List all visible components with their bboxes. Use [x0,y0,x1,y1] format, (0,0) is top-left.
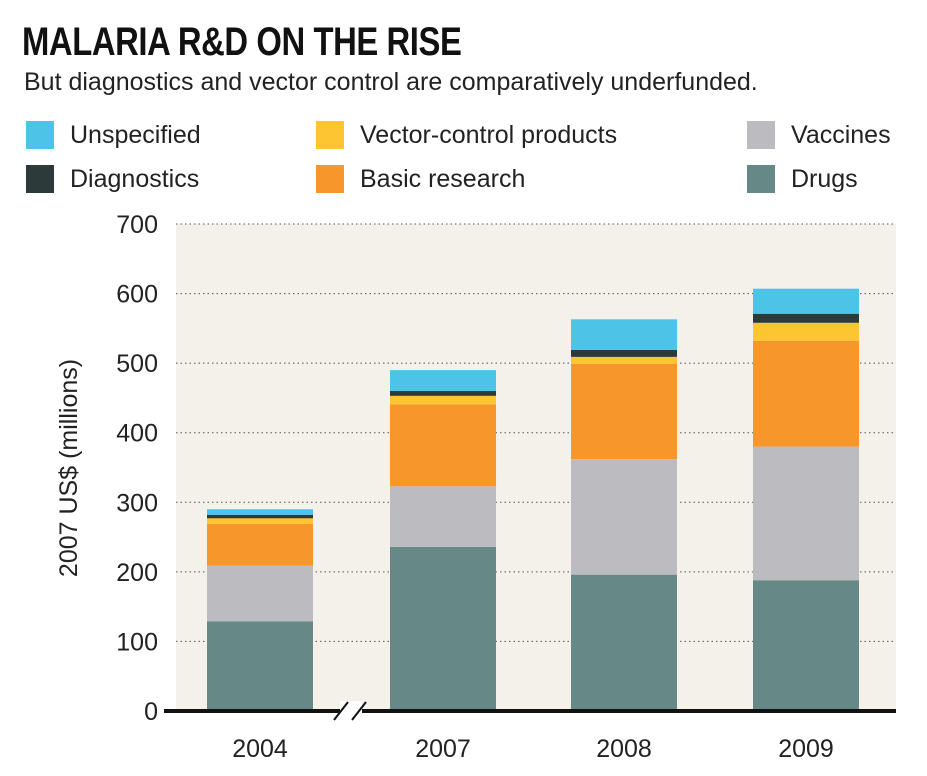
axis-break-mark [333,701,349,721]
bar-segment-diagnostics-2004 [207,514,313,519]
bar-segment-vector-control-products-2008 [571,356,677,364]
legend-item-diagnostics: Diagnostics [26,164,199,194]
legend-swatch-vector-control [316,121,344,149]
bar-segment-drugs-2004 [207,621,313,711]
axis-break-mark [351,701,367,721]
y-axis-label: 2007 US$ (millions) [55,359,83,577]
bar-segment-vector-control-products-2009 [753,322,859,341]
legend-label-unspecified: Unspecified [70,120,201,149]
bar-segment-vaccines-2007 [390,486,496,547]
legend-item-vaccines: Vaccines [747,120,891,150]
y-tick-label: 700 [116,211,158,239]
bar-segment-drugs-2009 [753,580,859,711]
bar-segment-unspecified-2009 [753,288,859,314]
y-tick-label: 200 [116,559,158,587]
bar-segment-basic-research-2007 [390,404,496,487]
bar-segment-basic-research-2009 [753,340,859,447]
y-tick-label: 600 [116,281,158,309]
legend-item-drugs: Drugs [747,164,858,194]
bar-segment-drugs-2008 [571,574,677,711]
x-tick-label: 2008 [596,735,652,763]
y-tick-label: 0 [144,698,158,726]
bar-segment-unspecified-2004 [207,509,313,515]
x-tick-label: 2009 [778,735,834,763]
legend-label-basic-research: Basic research [360,164,526,193]
bar-segment-unspecified-2007 [390,370,496,391]
bar-segment-unspecified-2008 [571,319,677,350]
bar-segment-diagnostics-2008 [571,349,677,357]
legend-item-basic-research: Basic research [316,164,525,194]
legend-item-unspecified: Unspecified [26,120,201,150]
legend-label-vaccines: Vaccines [791,120,891,149]
x-tick-label: 2007 [415,735,471,763]
y-tick-label: 500 [116,350,158,378]
legend-label-vector-control: Vector-control products [360,120,618,149]
chart-subtitle: But diagnostics and vector control are c… [24,68,758,96]
bar-segment-diagnostics-2007 [390,390,496,396]
legend-item-vector-control: Vector-control products [316,120,617,150]
y-tick-label: 400 [116,420,158,448]
legend-label-diagnostics: Diagnostics [70,164,200,193]
bar-segment-vaccines-2008 [571,459,677,575]
bar-segment-vector-control-products-2007 [390,395,496,405]
legend-swatch-basic-research [316,165,344,193]
y-tick-label: 300 [116,489,158,517]
bar-segment-basic-research-2008 [571,363,677,460]
legend-swatch-diagnostics [26,165,54,193]
legend-label-drugs: Drugs [791,164,858,193]
bar-segment-vaccines-2009 [753,446,859,581]
legend-swatch-vaccines [747,121,775,149]
bar-segment-vaccines-2004 [207,565,313,622]
y-tick-label: 100 [116,628,158,656]
bar-segment-diagnostics-2009 [753,313,859,323]
legend-swatch-unspecified [26,121,54,149]
chart-title: MALARIA R&D ON THE RISE [22,20,462,64]
bar-segment-drugs-2007 [390,546,496,711]
legend-swatch-drugs [747,165,775,193]
bar-segment-vector-control-products-2004 [207,518,313,524]
x-tick-label: 2004 [232,735,288,763]
bar-segment-basic-research-2004 [207,523,313,566]
